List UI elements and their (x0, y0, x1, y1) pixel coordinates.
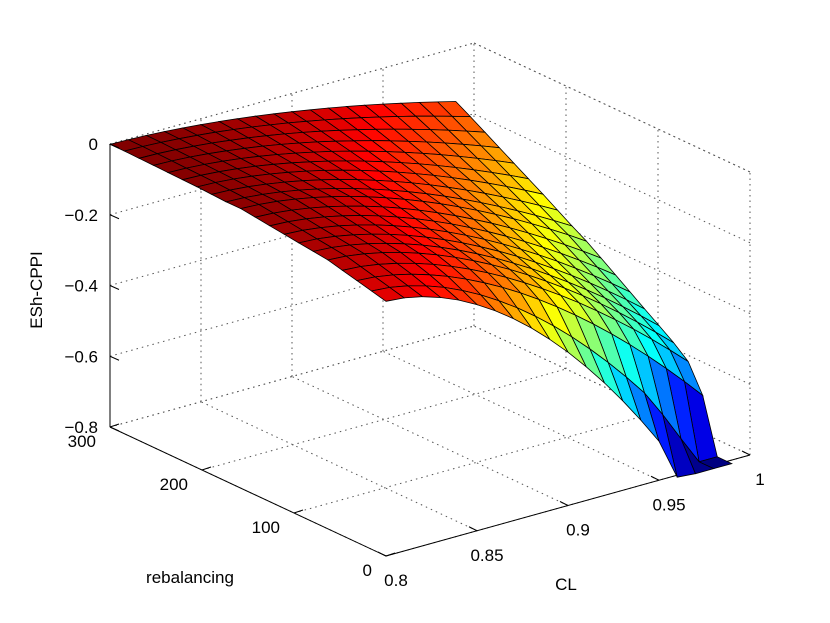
x-tick-label: 0.8 (384, 571, 408, 590)
y-tick-label: 200 (160, 475, 188, 494)
z-tick-label: −0.8 (64, 418, 98, 437)
z-tick-label: −0.6 (64, 347, 98, 366)
y-axis-label: rebalancing (146, 568, 234, 587)
z-tick-mark (109, 143, 120, 149)
surface-patch (370, 286, 406, 302)
grid-line (382, 350, 660, 481)
z-tick-label: 0 (89, 135, 98, 154)
box-edge (109, 42, 475, 145)
grid-line (473, 113, 751, 244)
z-axis-label: ESh-CPPI (27, 251, 46, 328)
x-tick-mark (377, 551, 387, 557)
z-tick-label: −0.2 (64, 206, 98, 225)
grid-line (201, 368, 567, 471)
x-tick-label: 0.85 (470, 546, 503, 565)
x-tick-mark (741, 450, 751, 456)
z-tick-mark (109, 285, 120, 290)
y-axis-line (109, 426, 387, 557)
box-edge (473, 42, 751, 173)
y-tick-label: 100 (252, 518, 280, 537)
grid-line (291, 376, 569, 506)
x-tick-mark (559, 501, 569, 506)
y-tick-mark (109, 423, 120, 428)
z-tick-mark (109, 355, 120, 361)
x-tick-label: 1 (755, 470, 764, 489)
x-tick-mark (650, 475, 660, 481)
grid-line (293, 411, 659, 514)
x-tick-label: 0.95 (652, 495, 685, 514)
x-axis-label: CL (555, 575, 577, 594)
axis-ticks: 0.8 0.85 0.9 0.95 1 0 100 200 300 0 −0.2 −0.4 −0.6 −0… (64, 135, 764, 590)
y-tick-label: 300 (68, 432, 96, 451)
grid-line (109, 325, 475, 428)
x-tick-label: 0.9 (566, 521, 590, 540)
surface-mesh (108, 101, 733, 478)
grid-line (200, 401, 478, 532)
z-tick-label: −0.4 (64, 277, 98, 296)
x-tick-mark (468, 526, 478, 532)
y-tick-mark (385, 552, 396, 557)
y-tick-mark (201, 466, 212, 471)
z-tick-mark (109, 214, 120, 220)
z-tick-mark (109, 426, 120, 432)
y-tick-mark (293, 509, 304, 514)
y-tick-label: 0 (363, 561, 372, 580)
